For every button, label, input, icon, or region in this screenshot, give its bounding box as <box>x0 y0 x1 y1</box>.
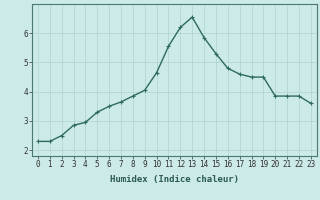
X-axis label: Humidex (Indice chaleur): Humidex (Indice chaleur) <box>110 175 239 184</box>
